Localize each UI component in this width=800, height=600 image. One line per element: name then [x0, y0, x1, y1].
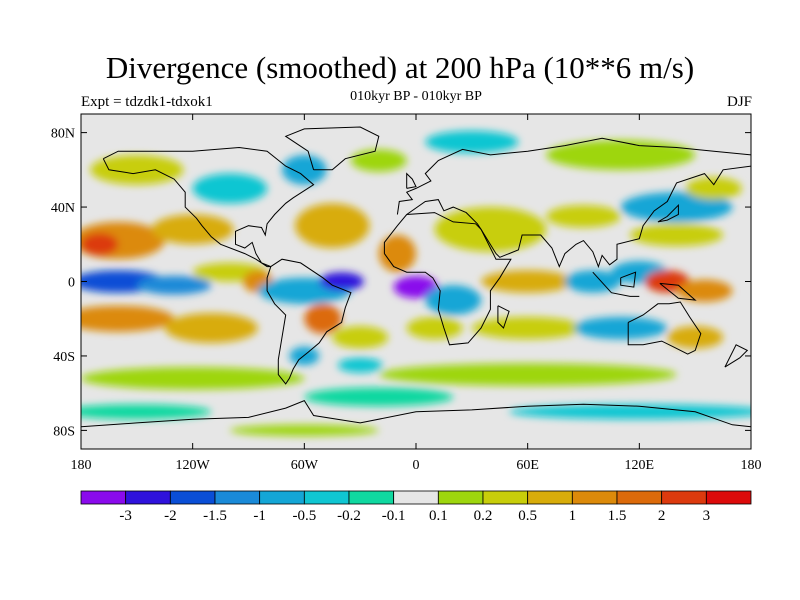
- colorbar-label: -2: [164, 508, 177, 524]
- colorbar-swatch: [125, 490, 171, 505]
- lon-tick-label: 60W: [291, 458, 319, 473]
- lat-tick-label: 80N: [51, 127, 75, 142]
- field-cell: [81, 367, 305, 390]
- lon-tick-label: 0: [413, 458, 420, 473]
- field-cell: [304, 303, 342, 334]
- field-cell: [229, 424, 379, 436]
- field-cell: [319, 272, 364, 291]
- field-cell: [434, 207, 547, 252]
- colorbar-swatch: [169, 490, 216, 505]
- colorbar-label: -3: [119, 508, 132, 524]
- field-cell: [378, 363, 677, 386]
- chart-title: Divergence (smoothed) at 200 hPa (10**6 …: [105, 50, 695, 85]
- lat-tick-label: 0: [68, 276, 75, 291]
- field-cell: [378, 234, 416, 273]
- field-cell: [337, 357, 383, 373]
- field-cell: [574, 316, 668, 340]
- coastline: [724, 344, 749, 368]
- colorbar-swatch: [348, 490, 395, 505]
- coastline: [657, 203, 679, 223]
- coastline: [406, 172, 417, 189]
- field-cell: [192, 173, 268, 204]
- lat-tick-label: 40N: [51, 201, 75, 216]
- colorbar-label: -0.2: [337, 508, 361, 524]
- field-cell: [81, 305, 175, 332]
- field-cell: [481, 270, 575, 293]
- coastline: [620, 271, 637, 288]
- field-cell: [509, 404, 751, 420]
- colorbar-swatch: [80, 490, 127, 505]
- field-cell: [667, 326, 724, 349]
- colorbar-label: 0.1: [428, 508, 448, 524]
- field-layer: [81, 126, 751, 436]
- colorbar-label: -0.5: [292, 508, 317, 524]
- field-cell: [546, 205, 621, 228]
- colorbar-label: 1.5: [607, 508, 627, 524]
- field-cell: [406, 316, 463, 340]
- field-cell: [164, 313, 258, 343]
- lon-tick-label: 120W: [176, 458, 211, 473]
- field-cell: [304, 387, 454, 407]
- lon-tick-label: 180: [741, 458, 762, 473]
- colorbar-swatch: [437, 490, 484, 505]
- colorbar-swatch: [527, 490, 573, 505]
- colorbar-swatch: [661, 490, 707, 505]
- field-cell: [151, 214, 234, 245]
- colorbar-label: 1: [568, 508, 577, 524]
- field-cell: [630, 223, 724, 247]
- colorbar-label: -1.5: [203, 508, 227, 524]
- lat-tick-label: 80S: [53, 424, 75, 439]
- colorbar-label: -1: [253, 508, 266, 524]
- coastline: [406, 165, 751, 269]
- lon-tick-label: 180: [71, 458, 92, 473]
- field-cell: [81, 233, 119, 256]
- coastline: [396, 137, 751, 215]
- coastline: [266, 258, 352, 385]
- colorbar-label: -0.1: [381, 508, 406, 524]
- field-cell: [393, 275, 439, 299]
- field-cell: [282, 154, 327, 185]
- colorbar-swatch: [571, 490, 618, 505]
- colorbar-swatch: [705, 490, 752, 505]
- season-label: DJF: [726, 94, 752, 110]
- colorbar-label: 0.5: [518, 508, 538, 524]
- field-cell: [81, 404, 212, 420]
- colorbar-swatch: [482, 490, 529, 505]
- field-cell: [90, 154, 184, 185]
- field-cell: [425, 285, 482, 315]
- colorbar-swatch: [214, 490, 261, 505]
- lat-tick-label: 40S: [53, 350, 75, 365]
- colorbar-swatch: [259, 490, 305, 505]
- colorbar-swatch: [616, 490, 663, 505]
- colorbar-label: 2: [657, 508, 666, 524]
- field-cell: [425, 130, 519, 154]
- coastline: [497, 305, 510, 329]
- coastline: [81, 399, 751, 428]
- coastline: [102, 146, 315, 268]
- field-cell: [295, 203, 370, 249]
- chart-subtitle: 010kyr BP - 010kyr BP: [350, 89, 482, 104]
- field-cell: [136, 275, 212, 295]
- colorbar-label: 3: [702, 508, 711, 524]
- field-cell: [685, 177, 742, 200]
- field-cell: [332, 326, 389, 349]
- coastline: [627, 301, 702, 355]
- field-cell: [289, 346, 320, 366]
- field-cell: [546, 140, 696, 170]
- colorbar-swatch: [303, 490, 350, 505]
- field-cell: [471, 316, 584, 340]
- lon-tick-label: 120E: [625, 458, 655, 473]
- colorbar-label: 0.2: [473, 508, 493, 524]
- coastline: [284, 126, 380, 171]
- coastline: [383, 212, 512, 346]
- lon-tick-label: 60E: [516, 458, 539, 473]
- coastline: [592, 271, 640, 297]
- field-cell: [350, 149, 407, 172]
- experiment-label: Expt = tdzdk1-tdxok1: [81, 94, 213, 110]
- coastline: [659, 282, 697, 301]
- colorbar-swatch: [393, 490, 439, 505]
